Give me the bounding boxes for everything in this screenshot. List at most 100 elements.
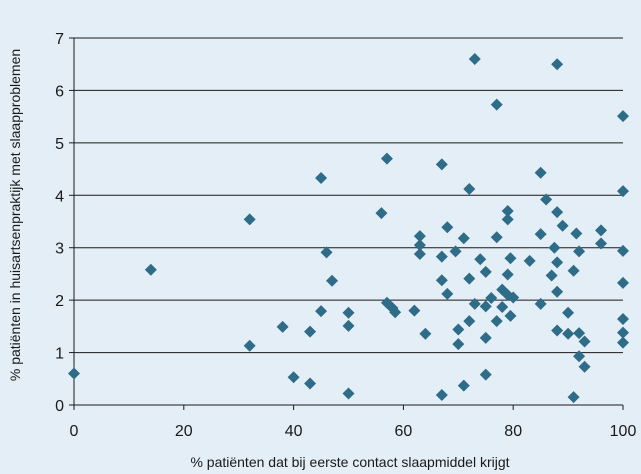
data-point: [457, 379, 470, 392]
data-point: [617, 110, 629, 123]
data-point: [468, 52, 481, 65]
data-point: [551, 58, 564, 71]
data-points: [68, 52, 629, 404]
data-point: [479, 368, 492, 381]
data-point: [243, 339, 256, 352]
data-point: [578, 360, 591, 373]
data-point: [315, 171, 328, 184]
y-tick-label: 7: [55, 31, 64, 48]
data-point: [551, 324, 564, 337]
data-point: [617, 244, 629, 257]
data-point: [534, 166, 547, 179]
data-point: [479, 300, 492, 313]
data-point: [342, 387, 355, 400]
data-point: [573, 350, 586, 363]
data-point: [595, 237, 608, 250]
data-point: [413, 230, 426, 243]
data-point: [617, 276, 629, 289]
data-point: [435, 158, 448, 171]
y-tick-label: 3: [55, 241, 64, 258]
x-tick-label: 80: [504, 423, 522, 440]
data-point: [441, 287, 454, 300]
data-point: [551, 256, 564, 269]
data-point: [617, 326, 629, 339]
data-point: [496, 300, 509, 313]
data-point: [534, 297, 547, 310]
y-tick-label: 5: [55, 136, 64, 153]
data-point: [545, 269, 558, 282]
data-point: [342, 319, 355, 332]
data-point: [562, 327, 575, 340]
y-tick-label: 6: [55, 83, 64, 100]
data-point: [523, 254, 536, 267]
y-tick-label: 0: [55, 398, 64, 415]
data-point: [419, 327, 432, 340]
data-point: [287, 371, 300, 384]
data-point: [408, 304, 421, 317]
data-point: [567, 391, 580, 404]
data-point: [457, 232, 470, 245]
data-point: [413, 239, 426, 252]
x-axis-title: % patiënten dat bij eerste contact slaap…: [190, 454, 509, 470]
data-point: [452, 338, 465, 351]
data-point: [490, 315, 503, 328]
data-point: [479, 331, 492, 344]
x-tick-label: 60: [395, 423, 413, 440]
data-point: [326, 274, 339, 287]
data-point: [578, 335, 591, 348]
data-point: [485, 292, 498, 305]
data-point: [501, 288, 514, 301]
data-point: [320, 246, 333, 259]
data-point: [504, 252, 517, 265]
data-point: [501, 213, 514, 226]
data-point: [501, 268, 514, 281]
x-tick-label: 0: [70, 423, 79, 440]
y-tick-label: 4: [55, 188, 64, 205]
data-point: [551, 206, 564, 219]
data-point: [463, 182, 476, 195]
data-point: [304, 377, 317, 390]
y-tick-label: 1: [55, 346, 64, 363]
data-point: [556, 219, 569, 232]
data-point: [375, 207, 388, 220]
data-point: [452, 323, 465, 336]
x-tick-label: 100: [610, 423, 637, 440]
data-point: [617, 336, 629, 349]
data-point: [504, 309, 517, 322]
data-point: [449, 245, 462, 258]
data-point: [617, 185, 629, 198]
data-point: [540, 193, 553, 206]
data-point: [276, 320, 289, 333]
data-point: [573, 245, 586, 258]
y-tick-label: 2: [55, 293, 64, 310]
data-point: [144, 263, 157, 276]
x-tick-label: 20: [175, 423, 193, 440]
data-point: [380, 152, 393, 165]
data-point: [548, 241, 561, 254]
data-point: [435, 274, 448, 287]
data-point: [315, 305, 328, 318]
data-point: [304, 325, 317, 338]
data-point: [534, 228, 547, 241]
data-point: [413, 248, 426, 261]
data-point: [468, 297, 481, 310]
data-point: [567, 264, 580, 277]
data-point: [243, 213, 256, 226]
data-point: [562, 306, 575, 319]
data-point: [570, 227, 583, 240]
data-point: [595, 224, 608, 237]
data-point: [463, 315, 476, 328]
data-point: [507, 291, 520, 304]
data-point: [573, 327, 586, 340]
data-point: [463, 272, 476, 285]
data-point: [490, 231, 503, 244]
data-point: [490, 98, 503, 111]
data-point: [441, 221, 454, 234]
y-axis-title: % patiënten in huisartsenpraktijk met sl…: [7, 49, 23, 381]
axis-ticks: 0 1 2 3 4 5 6 7 0 20 40 60 80 100: [55, 31, 636, 440]
x-tick-label: 40: [285, 423, 303, 440]
data-point: [501, 205, 514, 218]
data-point: [479, 265, 492, 278]
data-point: [435, 389, 448, 402]
